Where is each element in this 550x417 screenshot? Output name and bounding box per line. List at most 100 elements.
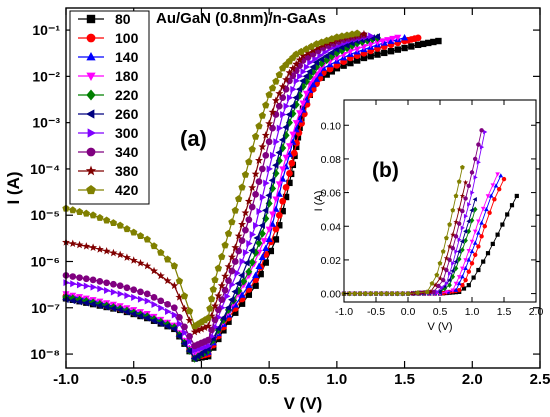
data-point [360,54,368,62]
data-point [359,29,368,38]
inset-data-point [484,206,489,212]
inset-data-point [447,271,453,276]
legend-marker [85,165,97,176]
data-point [219,314,226,322]
data-point [104,286,111,294]
data-point [181,329,189,337]
data-point [231,206,239,214]
data-point [238,183,246,191]
inset-data-point [476,230,481,235]
inset-data-point [373,291,379,296]
inset-data-point [440,248,446,254]
data-point [211,276,219,284]
data-point [82,299,89,307]
data-point [175,293,184,301]
data-point [185,316,194,324]
data-point [282,183,290,191]
data-point [302,90,310,98]
inset-data-point [501,176,507,182]
data-point [313,75,321,82]
data-point [244,197,253,205]
legend-label: 180 [115,68,139,84]
inset-y-tick-label: 0.04 [321,221,342,233]
inset-data-point [485,251,491,256]
data-point [130,286,138,294]
inset-data-point [463,196,468,201]
inset-data-point [450,268,455,274]
data-point [245,267,253,276]
inset-data-point [384,291,390,296]
inset-data-point [454,249,459,254]
chart-title: Au/GaN (0.8nm)/n-GaAs [156,10,326,27]
inset-y-tick-label: 0.00 [321,289,342,301]
series-420 [62,29,361,330]
inset-x-axis-label: V (V) [427,321,452,333]
inset-data-point [472,229,478,234]
inset-data-point [456,221,462,226]
inset-data-point [405,291,411,296]
data-point [224,229,233,237]
data-point [123,308,130,316]
legend-marker [86,147,96,157]
y-tick-label: 10⁻¹ [32,22,60,38]
data-point [275,181,283,188]
inset-data-point [479,234,484,239]
data-point [238,220,247,228]
inset-data-point [466,257,472,262]
y-tick-label: 10⁻⁴ [30,161,60,177]
data-point [136,312,144,320]
inset-data-point [444,281,449,286]
inset-data-point [459,239,465,244]
data-point [258,142,267,151]
inset-data-point [469,239,475,244]
data-point [251,132,260,140]
data-point [75,298,83,306]
data-point [123,225,131,233]
legend-marker [86,72,96,82]
inset-data-point [453,234,459,239]
inset-data-point [444,290,449,295]
data-point [197,324,206,333]
data-point [278,82,287,91]
inset-x-tick-label: 0.0 [401,306,416,318]
data-point [143,261,152,270]
inset-data-point [450,288,456,293]
legend-marker [86,184,96,195]
legend-label: 340 [115,144,139,160]
inset-data-point [473,175,478,180]
data-point [307,42,316,50]
data-point [129,256,138,264]
data-point [275,211,283,219]
inset-y-tick-label: 0.10 [321,120,342,132]
data-point [275,190,283,197]
data-point [235,195,243,203]
data-point [150,293,158,301]
data-point [353,57,361,64]
data-point [387,37,395,44]
inset-x-tick-label: -1.0 [335,306,353,318]
inset-data-point [476,142,481,147]
data-point [158,304,165,312]
data-point [279,175,287,182]
data-point [273,138,280,146]
inset-data-point [463,277,468,283]
data-point [282,123,289,131]
inset-data-point [427,289,433,295]
legend: 80 100 140 180 220 260 300 340 380 420 [69,10,150,205]
y-tick-label: 10⁻⁸ [30,346,60,362]
data-point [275,102,283,110]
inset-data-point [476,244,481,249]
y-tick-label: 10⁻² [32,68,60,84]
inset-data-point [463,265,468,271]
data-point [263,179,270,187]
inset-data-point [509,203,515,208]
data-point [435,37,442,45]
data-point [218,252,226,260]
data-point [279,166,287,173]
legend-label: 100 [115,30,139,46]
inset-x-tick-label: 1.5 [497,306,512,318]
data-point [259,165,266,173]
data-point [347,59,354,67]
data-point [224,305,233,315]
inset-data-point [453,259,458,264]
